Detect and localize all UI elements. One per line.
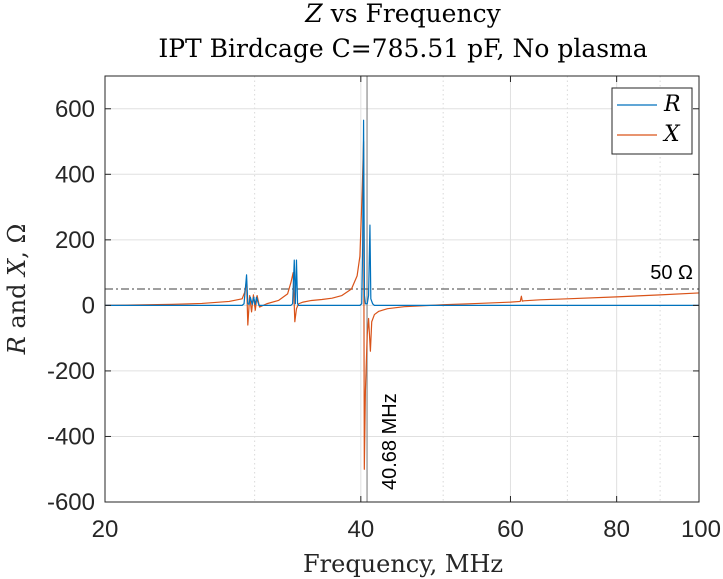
reference-lines bbox=[105, 76, 699, 502]
x-tick-label: 80 bbox=[603, 516, 630, 543]
legend-box bbox=[611, 87, 693, 155]
y-tick-label: 400 bbox=[55, 161, 95, 188]
y-tick-label: -600 bbox=[47, 489, 95, 516]
x-axis-label: Frequency, MHz bbox=[303, 550, 503, 578]
y-tick-label: -400 bbox=[47, 423, 95, 450]
plot-area-border bbox=[104, 75, 700, 503]
tick-labels: 20 40 60 80 100 -600 -400 -200 0 200 400 600 bbox=[47, 76, 721, 543]
legend-label-x: X bbox=[662, 122, 681, 147]
reference-line-label: 50 Ω bbox=[650, 262, 693, 284]
x-tick-label: 60 bbox=[497, 516, 524, 543]
title-variable: Z bbox=[304, 0, 323, 28]
series-group bbox=[104, 119, 700, 470]
y-label-x: X bbox=[3, 258, 31, 278]
y-tick-label: 600 bbox=[55, 96, 95, 123]
grid bbox=[104, 76, 700, 503]
series-line-r bbox=[105, 119, 699, 306]
legend-label-r: R bbox=[663, 92, 681, 117]
marker-line-label: 40.68 MHz bbox=[379, 393, 401, 490]
y-tick-label: -200 bbox=[47, 358, 95, 385]
y-axis-label: R and X, Ω bbox=[3, 224, 31, 356]
x-tick-label: 100 bbox=[681, 516, 721, 543]
chart-title: Z vs Frequency bbox=[304, 0, 501, 28]
title-rest: vs Frequency bbox=[323, 0, 502, 28]
y-label-and: and bbox=[3, 276, 31, 336]
x-tick-label: 40 bbox=[347, 516, 374, 543]
y-tick-label: 200 bbox=[55, 227, 95, 254]
chart-subtitle: IPT Birdcage C=785.51 pF, No plasma bbox=[158, 34, 647, 63]
y-label-unit: , Ω bbox=[3, 224, 31, 259]
series-line-x bbox=[104, 140, 700, 470]
y-label-r: R bbox=[3, 336, 31, 355]
x-tick-label: 20 bbox=[92, 516, 119, 543]
y-tick-label: 0 bbox=[82, 292, 95, 319]
legend: R X bbox=[611, 87, 693, 155]
